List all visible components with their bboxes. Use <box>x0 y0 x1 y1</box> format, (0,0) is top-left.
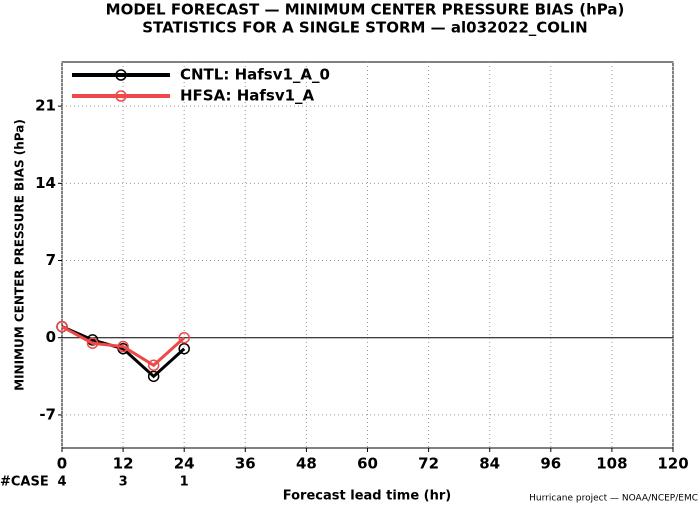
case-label: #CASE <box>0 475 49 490</box>
legend-marker <box>115 69 127 81</box>
chart-subtitle: STATISTICS FOR A SINGLE STORM — al032022… <box>142 19 587 37</box>
y-tick-label: -7 <box>39 405 56 423</box>
footer: Hurricane project — NOAA/NCEP/EMC <box>529 494 698 504</box>
x-tick-label: 24 <box>174 455 195 473</box>
point <box>147 370 160 383</box>
legend-label: HFSA: Hafsv1_A <box>180 87 315 105</box>
series-line <box>61 325 186 379</box>
point <box>56 320 68 333</box>
x-tick-label: 84 <box>479 455 500 473</box>
chart-title: MODEL FORECAST — MINIMUM CENTER PRESSURE… <box>106 1 625 19</box>
x-tick-label: 48 <box>296 455 317 473</box>
case-count: 1 <box>180 475 189 490</box>
x-tick-label: 108 <box>596 455 627 473</box>
x-tick-label: 120 <box>657 455 688 473</box>
y-tick-label: 21 <box>35 97 56 115</box>
x-tick-label: 36 <box>235 455 256 473</box>
series-line <box>61 325 186 368</box>
y-tick-label: 0 <box>46 328 56 346</box>
x-tick-label: 72 <box>418 455 439 473</box>
point <box>86 337 99 349</box>
y-tick-label: 14 <box>35 174 56 192</box>
point <box>178 331 190 344</box>
x-tick-label: 60 <box>357 455 378 473</box>
y-tick-label: 7 <box>46 251 56 269</box>
x-tick-label: 96 <box>540 455 561 473</box>
x-tick-label: 0 <box>57 455 67 473</box>
point <box>117 340 129 353</box>
x-tick-label: 12 <box>113 455 134 473</box>
y-axis-label: MINIMUM CENTER PRESSURE BIAS (hPa) <box>13 119 27 391</box>
case-count: 4 <box>57 475 66 490</box>
legend-marker <box>115 90 127 102</box>
point <box>147 359 160 372</box>
legend-label: CNTL: Hafsv1_A_0 <box>180 66 330 84</box>
case-count: 3 <box>119 475 128 490</box>
x-axis-label: Forecast lead time (hr) <box>283 489 451 504</box>
point <box>178 342 190 355</box>
